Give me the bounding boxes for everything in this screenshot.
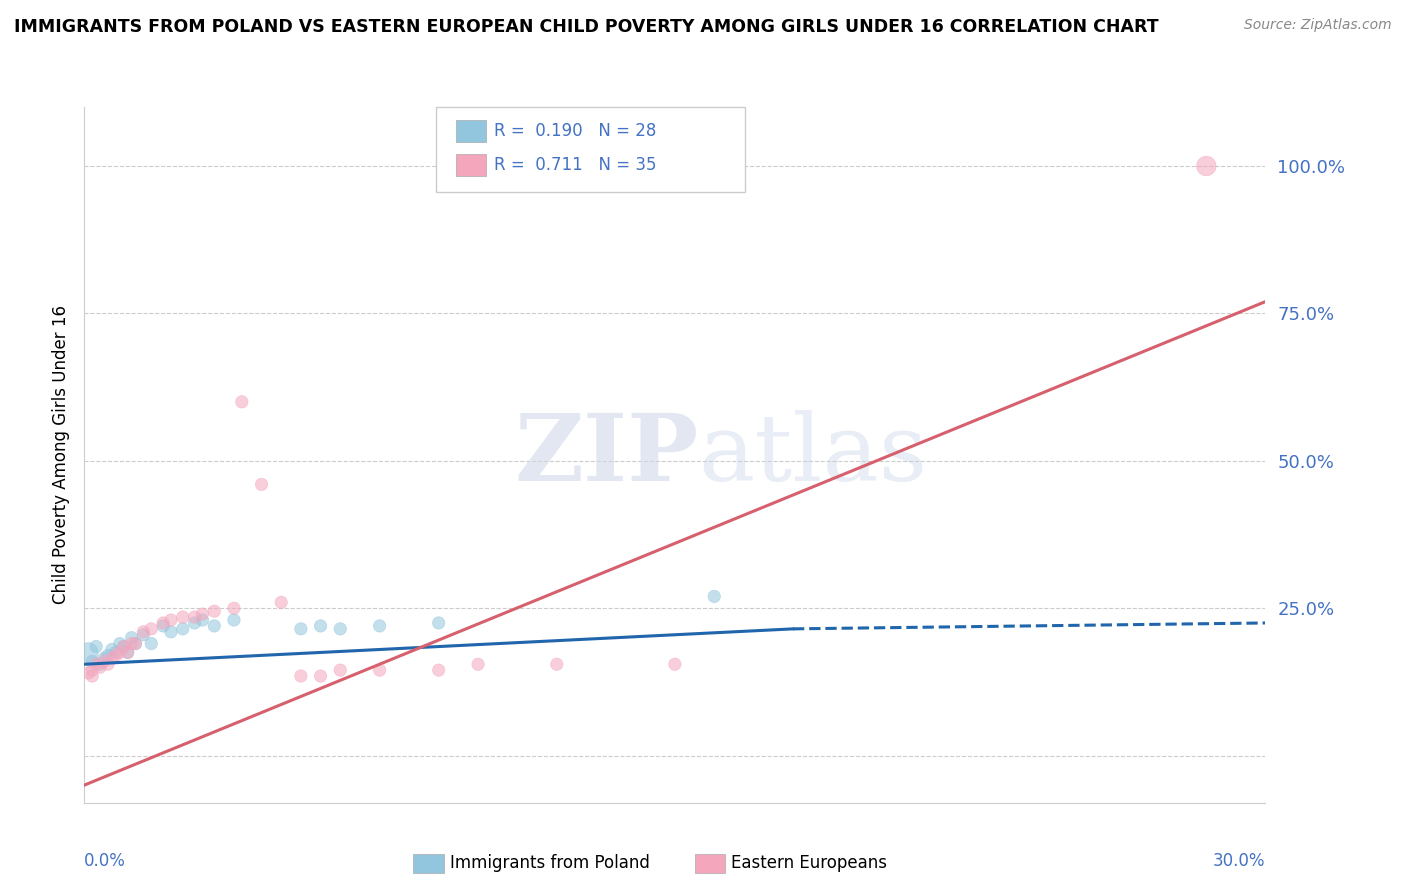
Point xyxy=(172,610,194,624)
Y-axis label: Child Poverty Among Girls Under 16: Child Poverty Among Girls Under 16 xyxy=(52,305,70,605)
Point xyxy=(270,595,292,609)
Point xyxy=(368,663,391,677)
Point xyxy=(703,590,725,604)
Point xyxy=(104,648,127,663)
Point xyxy=(104,645,127,659)
Text: 0.0%: 0.0% xyxy=(84,852,127,870)
Point xyxy=(290,669,312,683)
Point xyxy=(329,622,352,636)
Point xyxy=(202,619,225,633)
Point xyxy=(309,619,332,633)
Point xyxy=(101,642,124,657)
Point xyxy=(124,637,146,651)
Point xyxy=(97,648,120,663)
Text: R =  0.711   N = 35: R = 0.711 N = 35 xyxy=(494,156,657,174)
Point xyxy=(93,654,115,668)
Point xyxy=(84,657,107,672)
Point xyxy=(152,619,174,633)
Point xyxy=(117,645,139,659)
Point xyxy=(222,601,245,615)
Point xyxy=(82,654,104,668)
Point xyxy=(112,640,135,654)
Point xyxy=(183,615,205,630)
Point xyxy=(84,640,107,654)
Point xyxy=(97,657,120,672)
Point xyxy=(202,604,225,618)
Text: ZIP: ZIP xyxy=(515,410,699,500)
Text: 30.0%: 30.0% xyxy=(1213,852,1265,870)
Point xyxy=(93,651,115,665)
Point xyxy=(191,607,214,621)
Text: Source: ZipAtlas.com: Source: ZipAtlas.com xyxy=(1244,18,1392,32)
Point xyxy=(124,637,146,651)
Point xyxy=(108,645,131,659)
Point xyxy=(121,637,143,651)
Point xyxy=(467,657,489,672)
Point xyxy=(1195,159,1218,173)
Point xyxy=(427,615,450,630)
Point xyxy=(250,477,273,491)
Point xyxy=(121,631,143,645)
Point xyxy=(309,669,332,683)
Text: Eastern Europeans: Eastern Europeans xyxy=(731,855,887,872)
Point xyxy=(132,628,155,642)
Point xyxy=(141,637,163,651)
Point xyxy=(89,657,111,672)
Point xyxy=(183,610,205,624)
Point xyxy=(77,666,100,681)
Point xyxy=(101,651,124,665)
Point xyxy=(231,395,253,409)
Point xyxy=(82,663,104,677)
Point xyxy=(546,657,568,672)
Point xyxy=(664,657,686,672)
Text: R =  0.190   N = 28: R = 0.190 N = 28 xyxy=(494,122,655,140)
Point xyxy=(172,622,194,636)
Point xyxy=(191,613,214,627)
Point xyxy=(329,663,352,677)
Text: atlas: atlas xyxy=(699,410,928,500)
Point xyxy=(160,624,183,639)
Point xyxy=(222,613,245,627)
Point xyxy=(89,660,111,674)
Point xyxy=(77,645,100,659)
Point xyxy=(112,640,135,654)
Point xyxy=(141,622,163,636)
Point xyxy=(368,619,391,633)
Text: Immigrants from Poland: Immigrants from Poland xyxy=(450,855,650,872)
Point xyxy=(108,637,131,651)
Point xyxy=(117,645,139,659)
Point xyxy=(152,615,174,630)
Point xyxy=(132,624,155,639)
Point xyxy=(160,613,183,627)
Point xyxy=(290,622,312,636)
Point xyxy=(427,663,450,677)
Point xyxy=(82,669,104,683)
Text: IMMIGRANTS FROM POLAND VS EASTERN EUROPEAN CHILD POVERTY AMONG GIRLS UNDER 16 CO: IMMIGRANTS FROM POLAND VS EASTERN EUROPE… xyxy=(14,18,1159,36)
